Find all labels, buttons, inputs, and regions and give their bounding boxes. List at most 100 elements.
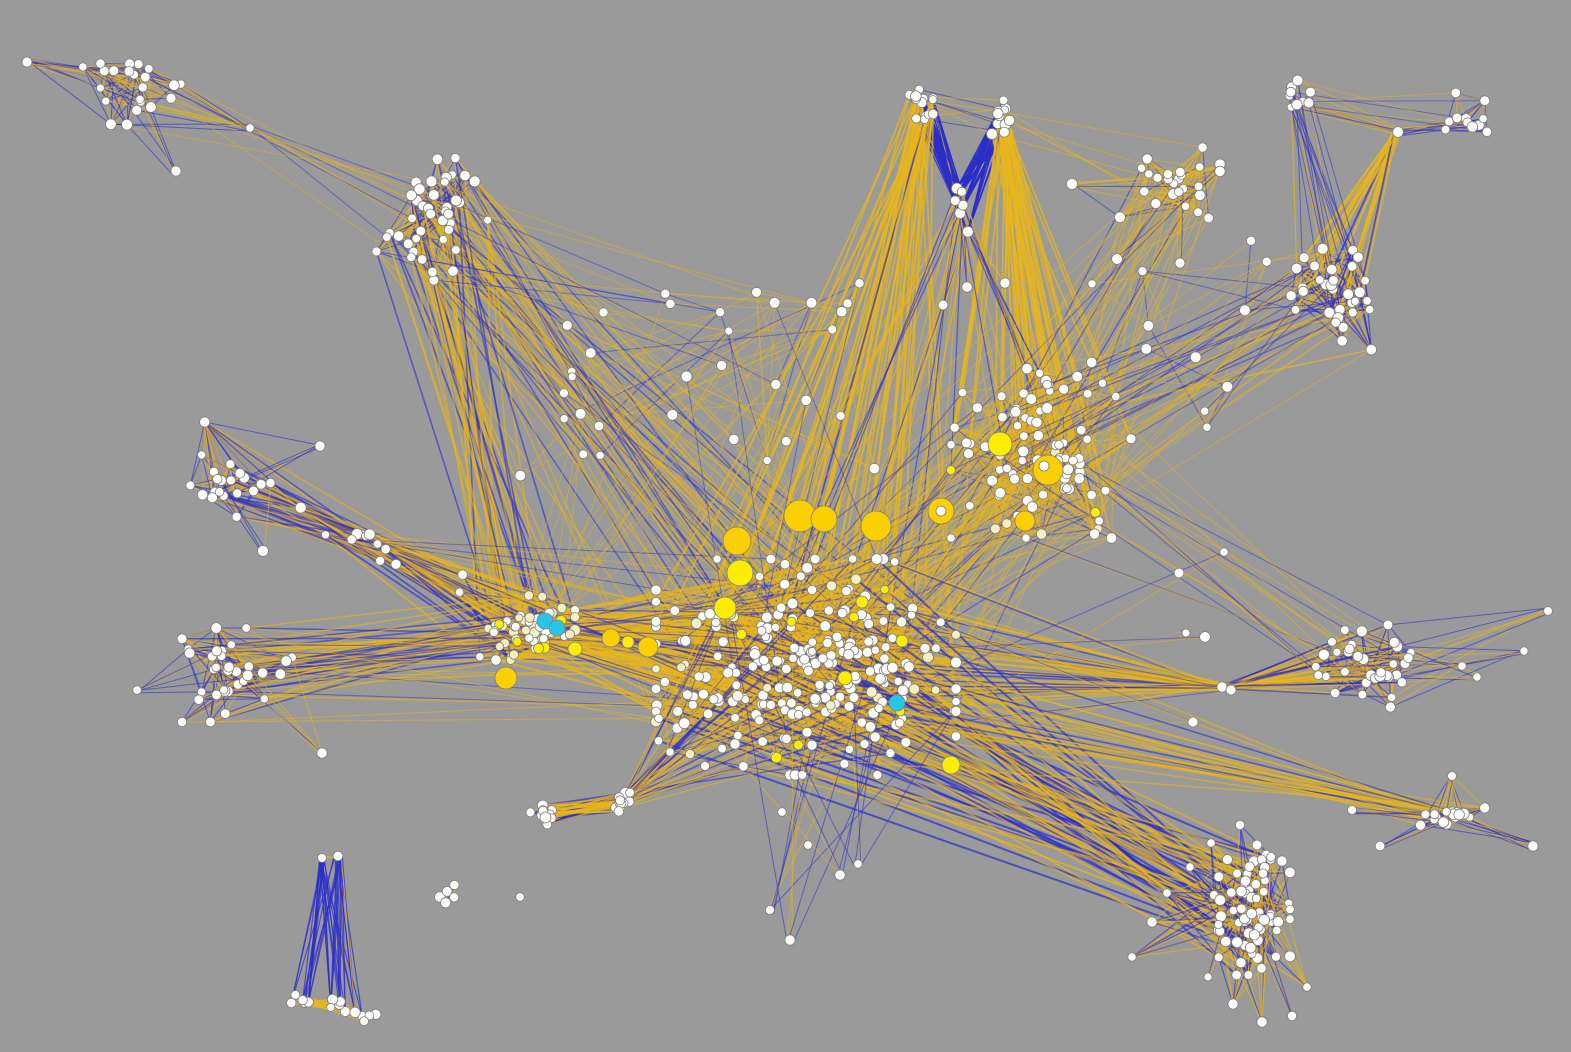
- graph-edge: [246, 594, 529, 629]
- graph-edge: [110, 87, 144, 125]
- graph-edge: [959, 212, 1006, 284]
- graph-edge: [204, 421, 367, 537]
- graph-edge: [962, 204, 1028, 369]
- graph-edge: [1308, 102, 1402, 136]
- graph-edge: [942, 205, 964, 306]
- graph-edge: [1206, 261, 1268, 428]
- graph-edge: [722, 689, 1232, 750]
- graph-edge: [1297, 79, 1402, 130]
- graph-edge: [1302, 92, 1456, 102]
- graph-edge: [1397, 607, 1550, 648]
- graph-edge: [680, 434, 1039, 668]
- graph-edge: [433, 194, 666, 295]
- graph-edge: [1091, 147, 1204, 363]
- graph-edge: [535, 647, 657, 713]
- graph-edge: [598, 329, 833, 427]
- graph-edge: [969, 111, 1000, 444]
- graph-edge: [969, 123, 1008, 444]
- graph-edge: [728, 330, 768, 461]
- graph-edge: [139, 98, 434, 196]
- graph-edge: [135, 668, 214, 692]
- graph-edge: [225, 698, 265, 715]
- graph-edge: [420, 230, 808, 569]
- graph-edge: [1391, 608, 1547, 698]
- graph-edge: [386, 236, 517, 640]
- graph-edge: [670, 303, 842, 313]
- graph-edge: [1291, 86, 1349, 295]
- graph-edge: [140, 101, 250, 127]
- graph-edge: [145, 76, 248, 129]
- graph-edge: [665, 293, 721, 313]
- graph-edge: [1291, 106, 1398, 136]
- graph-edge: [474, 181, 582, 415]
- graph-edge: [1354, 301, 1372, 350]
- graph-edge: [546, 585, 832, 634]
- graph-edge: [850, 449, 1001, 644]
- graph-edge: [967, 231, 1051, 392]
- graph-edge: [351, 539, 866, 597]
- graph-edge: [454, 157, 957, 702]
- graph-edge: [458, 202, 768, 461]
- graph-edge: [1394, 121, 1450, 136]
- graph-edge: [1119, 178, 1169, 218]
- graph-edge: [726, 204, 964, 611]
- graph-edge: [658, 739, 1251, 949]
- graph-edge: [1342, 326, 1372, 351]
- graph-edge: [1290, 91, 1467, 120]
- graph-edge: [1091, 283, 1149, 327]
- graph-edge: [1266, 248, 1323, 263]
- graph-edge: [1359, 292, 1372, 350]
- graph-edge: [27, 58, 143, 88]
- graph-edge: [1206, 386, 1228, 428]
- graph-edge: [1296, 104, 1488, 133]
- graph-edge: [1037, 186, 1200, 461]
- graph-edge: [407, 243, 576, 631]
- graph-edge: [1037, 171, 1181, 461]
- graph-edge: [715, 167, 1221, 620]
- graph-edge: [754, 380, 1047, 655]
- graph-edge: [415, 238, 808, 569]
- graph-edge: [451, 174, 731, 615]
- graph-edge: [211, 656, 226, 692]
- graph-edge: [223, 495, 263, 554]
- graph-edge: [798, 744, 1263, 875]
- graph-edge: [1142, 270, 1208, 428]
- graph-edge: [181, 627, 217, 640]
- graph-edge: [1328, 249, 1354, 313]
- graph-edge: [716, 468, 1069, 627]
- graph-edge: [879, 188, 1184, 680]
- graph-edge: [1290, 107, 1334, 290]
- graph-edge: [831, 585, 1221, 686]
- graph-edge: [1046, 265, 1315, 409]
- graph-edge: [236, 516, 366, 537]
- graph-edge: [411, 194, 841, 312]
- graph-edge: [1079, 186, 1200, 473]
- graph-edge: [995, 528, 1338, 653]
- graph-edge: [868, 623, 1250, 891]
- graph-edge: [221, 650, 787, 740]
- graph-edge: [814, 442, 967, 560]
- graph-edge: [82, 66, 112, 125]
- graph-edge: [985, 446, 1327, 677]
- graph-edge: [236, 516, 326, 536]
- graph-edge: [264, 482, 271, 550]
- graph-edge: [204, 421, 238, 517]
- graph-edge: [743, 697, 1248, 921]
- graph-edge: [1361, 630, 1475, 678]
- graph-edge: [379, 560, 495, 632]
- graph-edge: [1351, 644, 1480, 674]
- graph-edge: [1073, 184, 1121, 218]
- graph-edge: [655, 113, 934, 603]
- graph-edge: [291, 657, 323, 753]
- graph-edge: [852, 558, 1223, 688]
- graph-edge: [655, 89, 921, 645]
- graph-edge: [181, 717, 659, 723]
- graph-edge: [1397, 646, 1526, 652]
- graph-edge: [1202, 147, 1210, 219]
- graph-edge: [876, 558, 1220, 878]
- graph-edge: [853, 469, 1001, 698]
- graph-edge: [136, 109, 247, 131]
- graph-edge: [140, 691, 202, 694]
